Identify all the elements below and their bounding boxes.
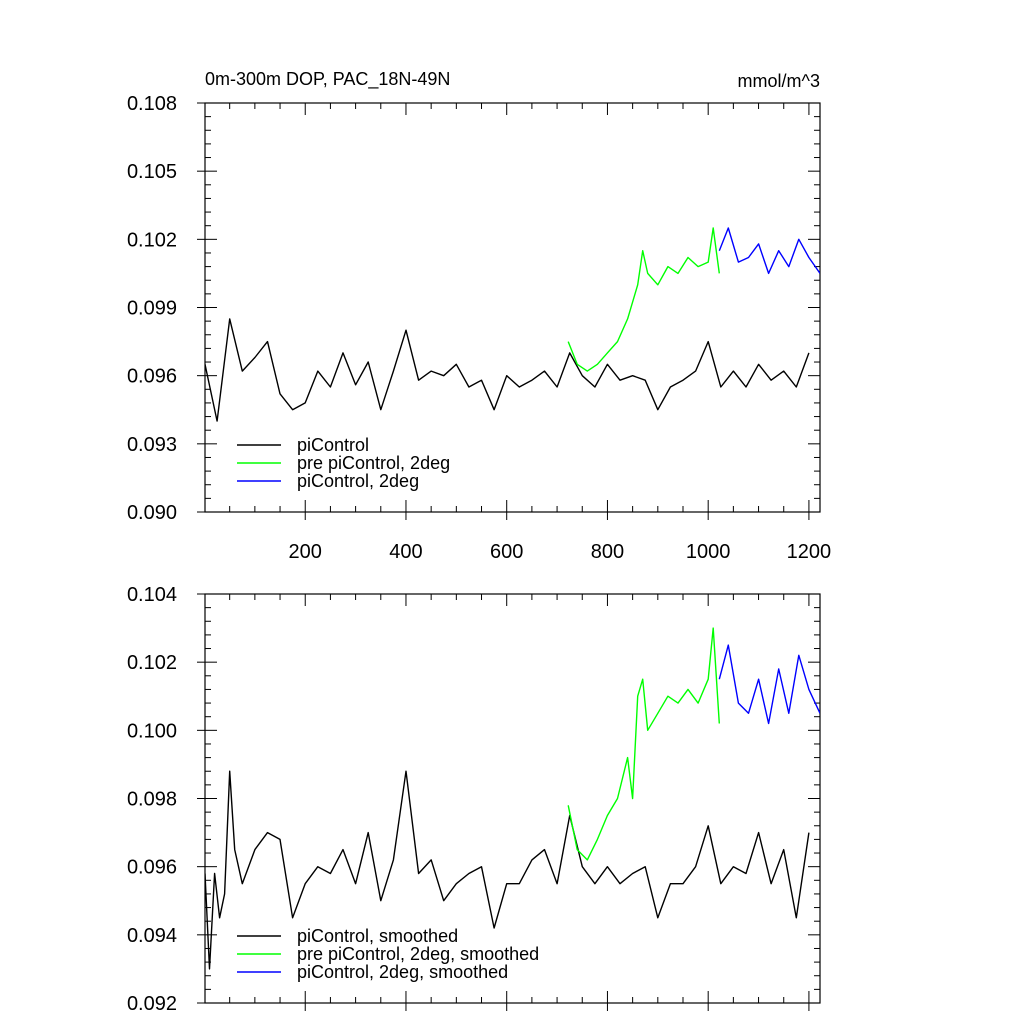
top-x-tick-label: 400	[389, 541, 422, 563]
bottom-series-line-3	[718, 644, 820, 725]
bottom-y-tick-label: 0.102	[127, 652, 177, 674]
bottom-y-tick-label: 0.100	[127, 720, 177, 742]
bottom-y-tick-label: 0.096	[127, 857, 177, 879]
bottom-y-tick-label: 0.104	[127, 584, 177, 606]
top-x-tick-label: 1200	[787, 541, 832, 563]
top-y-tick-label: 0.093	[127, 434, 177, 456]
bottom-panel: 0.092 0.094 0.096 0.098 0.100 0.102 0.104 piCon…	[127, 584, 821, 1015]
bottom-legend-label-2: pre piControl, 2deg, smoothed	[297, 944, 539, 964]
top-y-tick-label: 0.108	[127, 93, 177, 115]
top-legend-label-3: piControl, 2deg	[297, 471, 419, 491]
bottom-y-tick-label: 0.092	[127, 993, 177, 1015]
top-panel: 0m-300m DOP, PAC_18N-49N mmol/m^3 0.090 0…	[127, 69, 831, 563]
bottom-legend-label-1: piControl, smoothed	[297, 926, 458, 946]
top-y-tick-label: 0.096	[127, 366, 177, 388]
top-legend-label-2: pre piControl, 2deg	[297, 453, 450, 473]
top-x-tick-label: 600	[490, 541, 523, 563]
top-series-line-3	[718, 227, 820, 275]
top-y-tick-label: 0.102	[127, 229, 177, 251]
top-x-tick-label: 800	[591, 541, 624, 563]
top-y-tick-label: 0.090	[127, 502, 177, 524]
bottom-legend-label-3: piControl, 2deg, smoothed	[297, 962, 508, 982]
bottom-y-tick-label: 0.098	[127, 789, 177, 811]
top-chart-units: mmol/m^3	[738, 71, 820, 91]
top-series-line-1	[205, 318, 810, 422]
top-y-tick-label: 0.105	[127, 161, 177, 183]
bottom-series-line-1	[205, 770, 810, 970]
top-x-tick-label: 200	[289, 541, 322, 563]
top-chart-title: 0m-300m DOP, PAC_18N-49N	[205, 69, 450, 90]
bottom-series-line-2	[567, 627, 720, 861]
bottom-y-tick-label: 0.094	[127, 925, 177, 947]
top-legend-label-1: piControl	[297, 435, 369, 455]
top-y-tick-label: 0.099	[127, 298, 177, 320]
top-series-line-2	[567, 227, 720, 372]
top-x-tick-label: 1000	[686, 541, 731, 563]
